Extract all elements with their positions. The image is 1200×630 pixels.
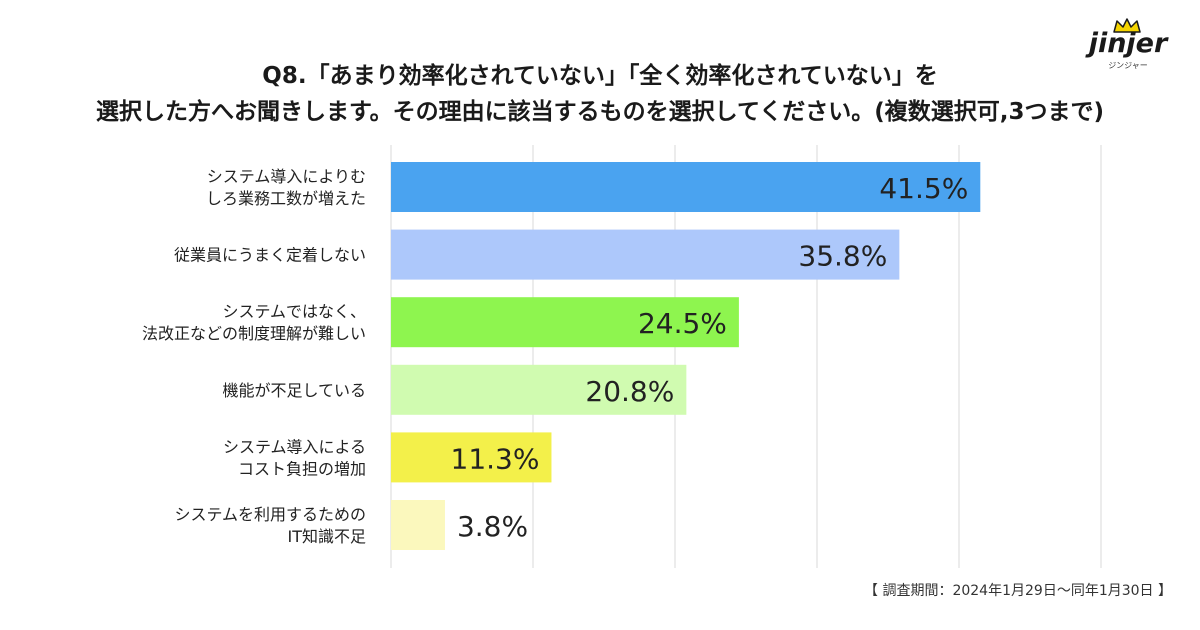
bar-value-label: 3.8%	[457, 510, 528, 543]
title-line-2: 選択した方へお聞きします。その理由に該当するものを選択してください。(複数選択可…	[95, 99, 1105, 125]
category-label: システムを利用するための	[174, 505, 366, 524]
bar-value-label: 11.3%	[451, 442, 540, 475]
bar	[391, 432, 552, 483]
title-line-1: Q8.「あまり効率化されていない」「全く効率化されていない」を	[262, 63, 938, 89]
bar-value-label: 24.5%	[638, 307, 727, 340]
jinjer-logo: jinjer ジンジャー	[1078, 16, 1178, 76]
logo-text: jinjer	[1088, 28, 1168, 59]
category-label: システム導入による	[223, 437, 366, 456]
bar-value-label: 41.5%	[879, 172, 968, 205]
bar-value-label: 20.8%	[585, 375, 674, 408]
bar	[391, 229, 900, 280]
category-label: 機能が不足している	[222, 381, 366, 400]
bar	[391, 162, 981, 212]
bar	[391, 364, 687, 415]
bar	[391, 500, 445, 550]
category-label: 従業員にうまく定着しない	[174, 246, 366, 265]
category-label: システムではなく、	[222, 302, 366, 321]
category-label: 法改正などの制度理解が難しい	[142, 324, 366, 343]
crown-icon	[1113, 18, 1141, 33]
category-label: しろ業務工数が増えた	[206, 189, 366, 208]
bar	[391, 297, 739, 348]
category-label: システム導入によりむ	[207, 167, 366, 186]
bar-value-label: 35.8%	[798, 240, 887, 273]
survey-period-note: 【 調査期間：2024年1月29日〜同年1月30日 】	[864, 583, 1172, 599]
category-label: IT知識不足	[288, 527, 367, 546]
category-label: コスト負担の増加	[238, 459, 366, 478]
logo-subtext: ジンジャー	[1108, 61, 1148, 70]
chart-title: Q8.「あまり効率化されていない」「全く効率化されていない」を 選択した方へお聞…	[0, 58, 1200, 130]
